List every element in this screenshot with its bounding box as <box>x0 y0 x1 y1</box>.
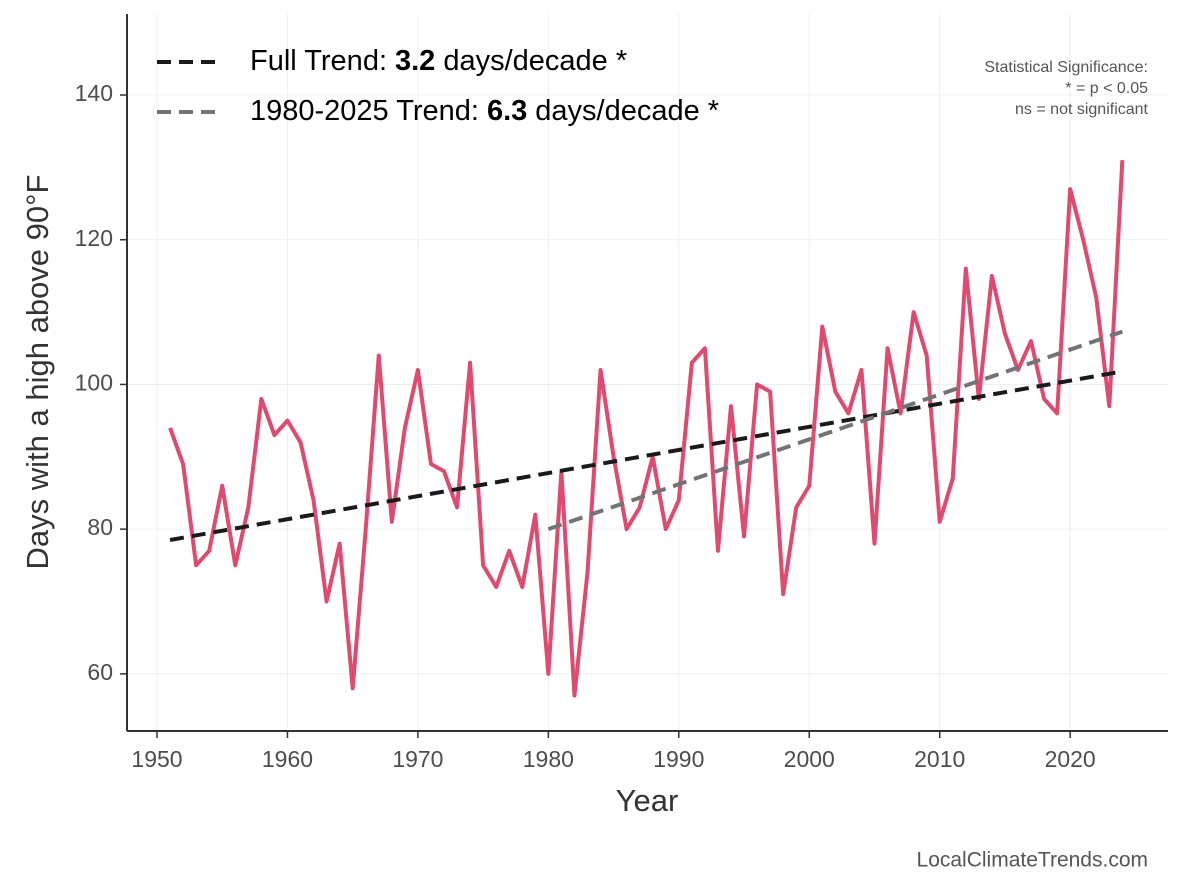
x-tick-label: 1950 <box>131 746 182 772</box>
trend-line <box>169 369 1123 542</box>
y-tick-label: 100 <box>75 370 113 396</box>
y-tick-label: 80 <box>87 514 113 540</box>
x-tick-label: 1960 <box>262 746 313 772</box>
y-tick-label: 60 <box>87 659 113 685</box>
legend-label: 1980-2025 Trend: 6.3 days/decade * <box>250 95 719 127</box>
x-axis-title: Year <box>616 783 679 818</box>
legend-text: 1980-2025 Trend: <box>250 95 479 127</box>
x-tick-label: 2020 <box>1045 746 1096 772</box>
legend-text: Full Trend: <box>250 45 387 77</box>
x-tick-label: 2010 <box>914 746 965 772</box>
x-tick-label: 1970 <box>392 746 443 772</box>
legend-unit: days/decade * <box>443 45 627 77</box>
x-tick-label: 2000 <box>784 746 835 772</box>
x-tick-label: 1990 <box>653 746 704 772</box>
annotation: Statistical Significance: <box>984 59 1148 76</box>
legend-slope: 3.2 <box>395 45 435 77</box>
trend-line <box>547 329 1123 532</box>
legend-slope: 6.3 <box>487 95 527 127</box>
annotation: * = p < 0.05 <box>1065 80 1148 97</box>
annotation: ns = not significant <box>1015 101 1149 118</box>
source: LocalClimateTrends.com <box>917 849 1148 872</box>
y-axis-title: Days with a high above 90°F <box>20 175 55 570</box>
x-tick-label: 1980 <box>523 746 574 772</box>
legend-label: Full Trend: 3.2 days/decade * <box>250 45 627 77</box>
y-tick-label: 140 <box>75 80 113 106</box>
data-line <box>168 160 1125 698</box>
legend-unit: days/decade * <box>535 95 719 127</box>
y-tick-label: 120 <box>75 225 113 251</box>
